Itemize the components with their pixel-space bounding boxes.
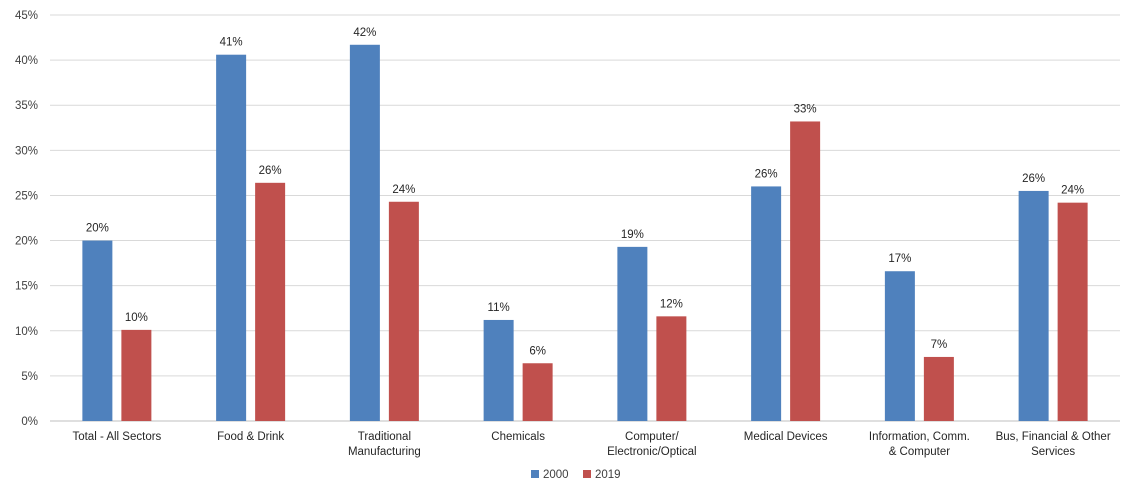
data-label: 10% [125,312,148,324]
bar-2019-0 [121,329,152,421]
legend-swatch-2000 [531,470,539,478]
data-label: 41% [220,37,243,49]
data-label: 11% [488,302,510,314]
bar-2019-5 [790,121,821,421]
data-label: 42% [353,27,376,39]
x-tick-label: Information, Comm. [869,431,970,443]
bar-2019-1 [255,182,286,421]
y-tick-label: 25% [15,190,38,202]
bar-2000-4 [617,246,648,421]
legend-label: 2000 [543,469,569,481]
data-label: 26% [1022,173,1045,185]
bar-2000-6 [884,271,915,421]
y-tick-label: 15% [15,281,38,293]
bar-2019-6 [923,356,954,421]
bar-2000-3 [483,319,514,421]
data-label: 17% [888,253,911,265]
data-label: 24% [1061,185,1084,197]
y-tick-label: 5% [21,371,38,383]
data-label: 20% [86,223,109,235]
bar-2019-2 [388,201,419,421]
bar-2000-1 [216,54,247,421]
bar-2000-7 [1018,190,1049,421]
x-tick-label: Medical Devices [744,431,828,443]
bar-2019-7 [1057,202,1088,421]
x-tick-label: Electronic/Optical [607,446,696,458]
y-tick-label: 35% [15,100,38,112]
legend-label: 2019 [595,469,621,481]
data-label: 33% [794,103,817,115]
data-label: 24% [392,184,415,196]
data-label: 26% [755,168,778,180]
x-tick-label: Total - All Sectors [72,431,161,443]
x-tick-label: Computer/ [625,431,679,443]
x-tick-label: Manufacturing [348,446,421,458]
legend-swatch-2019 [583,470,591,478]
y-tick-label: 40% [15,55,38,67]
y-tick-label: 30% [15,145,38,157]
x-tick-label: Services [1031,446,1075,458]
y-tick-label: 45% [15,10,38,22]
x-tick-label: Traditional [358,431,411,443]
y-tick-label: 10% [15,326,38,338]
bar-2019-4 [656,316,687,421]
data-label: 12% [660,298,683,310]
x-tick-label: Food & Drink [217,431,284,443]
y-tick-label: 20% [15,236,38,248]
bar-2000-2 [349,44,380,421]
data-label: 19% [621,229,644,241]
x-tick-label: & Computer [889,446,951,458]
y-tick-label: 0% [21,416,38,428]
data-label: 26% [259,165,282,177]
data-label: 6% [529,345,546,357]
bar-2000-5 [751,186,782,421]
bar-2000-0 [82,240,113,421]
x-tick-label: Bus, Financial & Other [996,431,1111,443]
data-label: 7% [931,339,948,351]
x-tick-label: Chemicals [491,431,545,443]
bar-2019-3 [522,363,553,421]
